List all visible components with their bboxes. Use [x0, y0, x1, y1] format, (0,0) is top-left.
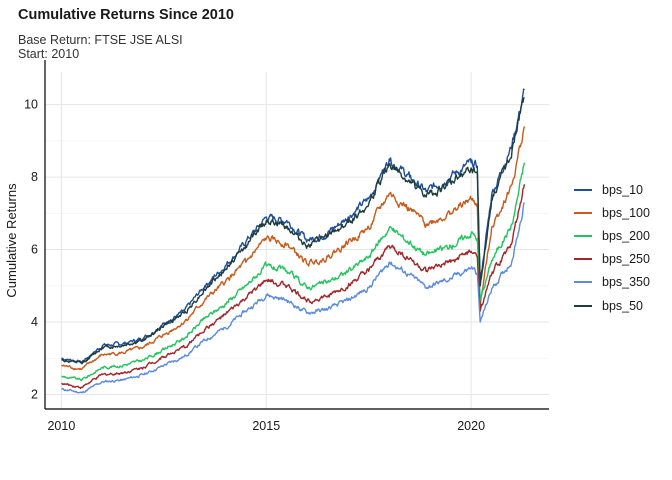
legend-label: bps_200: [602, 228, 650, 243]
series-line-bps_50: [61, 96, 525, 365]
legend-swatch: [574, 281, 592, 284]
series-line-bps_200: [61, 162, 526, 382]
chart-title: Cumulative Returns Since 2010: [18, 7, 234, 23]
legend-label: bps_250: [602, 252, 650, 267]
series-line-bps_100: [61, 126, 526, 371]
y-tick-label: 6: [31, 243, 38, 257]
chart-legend: bps_10 bps_100 bps_200 bps_250 bps_350 bps_50: [574, 178, 650, 317]
legend-swatch: [574, 258, 592, 261]
y-axis-title: Cumulative Returns: [4, 183, 19, 298]
legend-label: bps_10: [602, 182, 644, 197]
y-tick-label: 10: [24, 98, 38, 112]
legend-label: bps_100: [602, 205, 650, 220]
x-tick-label: 2015: [252, 419, 280, 433]
legend-swatch: [574, 304, 592, 307]
y-tick-label: 4: [31, 315, 38, 329]
chart-subtitle-base: Base Return: FTSE JSE ALSI: [18, 33, 183, 47]
legend-item-bps_250: bps_250: [574, 248, 650, 271]
series-line-bps_250: [61, 184, 526, 389]
legend-swatch: [574, 188, 592, 191]
series-line-bps_10: [61, 88, 525, 364]
chart-subtitle-start: Start: 2010: [18, 47, 80, 61]
legend-item-bps_200: bps_200: [574, 224, 650, 247]
legend-item-bps_10: bps_10: [574, 178, 650, 201]
legend-label: bps_50: [602, 298, 644, 313]
legend-item-bps_350: bps_350: [574, 271, 650, 294]
x-tick-label: 2020: [457, 419, 485, 433]
y-tick-label: 8: [31, 170, 38, 184]
y-tick-label: 2: [31, 388, 38, 402]
legend-swatch: [574, 234, 592, 237]
legend-label: bps_350: [602, 275, 650, 290]
legend-item-bps_100: bps_100: [574, 201, 650, 224]
x-tick-label: 2010: [47, 419, 75, 433]
legend-item-bps_50: bps_50: [574, 294, 650, 317]
legend-swatch: [574, 211, 592, 214]
series-line-bps_350: [61, 202, 526, 394]
